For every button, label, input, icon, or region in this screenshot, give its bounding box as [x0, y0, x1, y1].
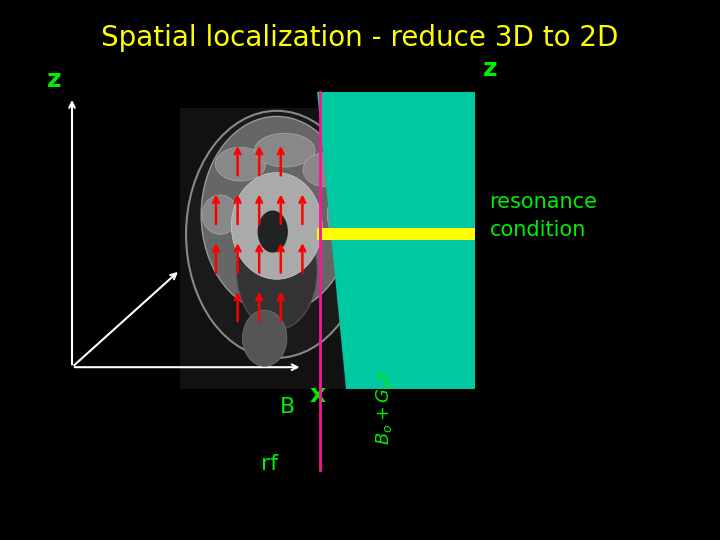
- Text: x: x: [310, 383, 325, 407]
- Ellipse shape: [186, 111, 367, 358]
- Ellipse shape: [255, 133, 315, 167]
- Ellipse shape: [236, 212, 317, 330]
- Bar: [180, 108, 382, 389]
- Text: B: B: [280, 397, 296, 417]
- Text: resonance
condition: resonance condition: [490, 192, 598, 240]
- Ellipse shape: [231, 173, 322, 279]
- Ellipse shape: [303, 153, 347, 187]
- Ellipse shape: [258, 211, 288, 253]
- Text: $B_o+G_z z$: $B_o+G_z z$: [374, 370, 395, 446]
- Ellipse shape: [243, 310, 287, 366]
- Polygon shape: [317, 92, 475, 389]
- Text: rf: rf: [261, 454, 279, 474]
- Ellipse shape: [215, 147, 266, 181]
- Text: y: y: [187, 241, 204, 265]
- Text: Spatial localization - reduce 3D to 2D: Spatial localization - reduce 3D to 2D: [102, 24, 618, 52]
- Ellipse shape: [202, 195, 238, 234]
- Bar: [317, 228, 475, 240]
- Text: z: z: [482, 57, 497, 81]
- Text: z: z: [47, 68, 61, 92]
- Ellipse shape: [327, 190, 364, 240]
- Ellipse shape: [201, 117, 352, 313]
